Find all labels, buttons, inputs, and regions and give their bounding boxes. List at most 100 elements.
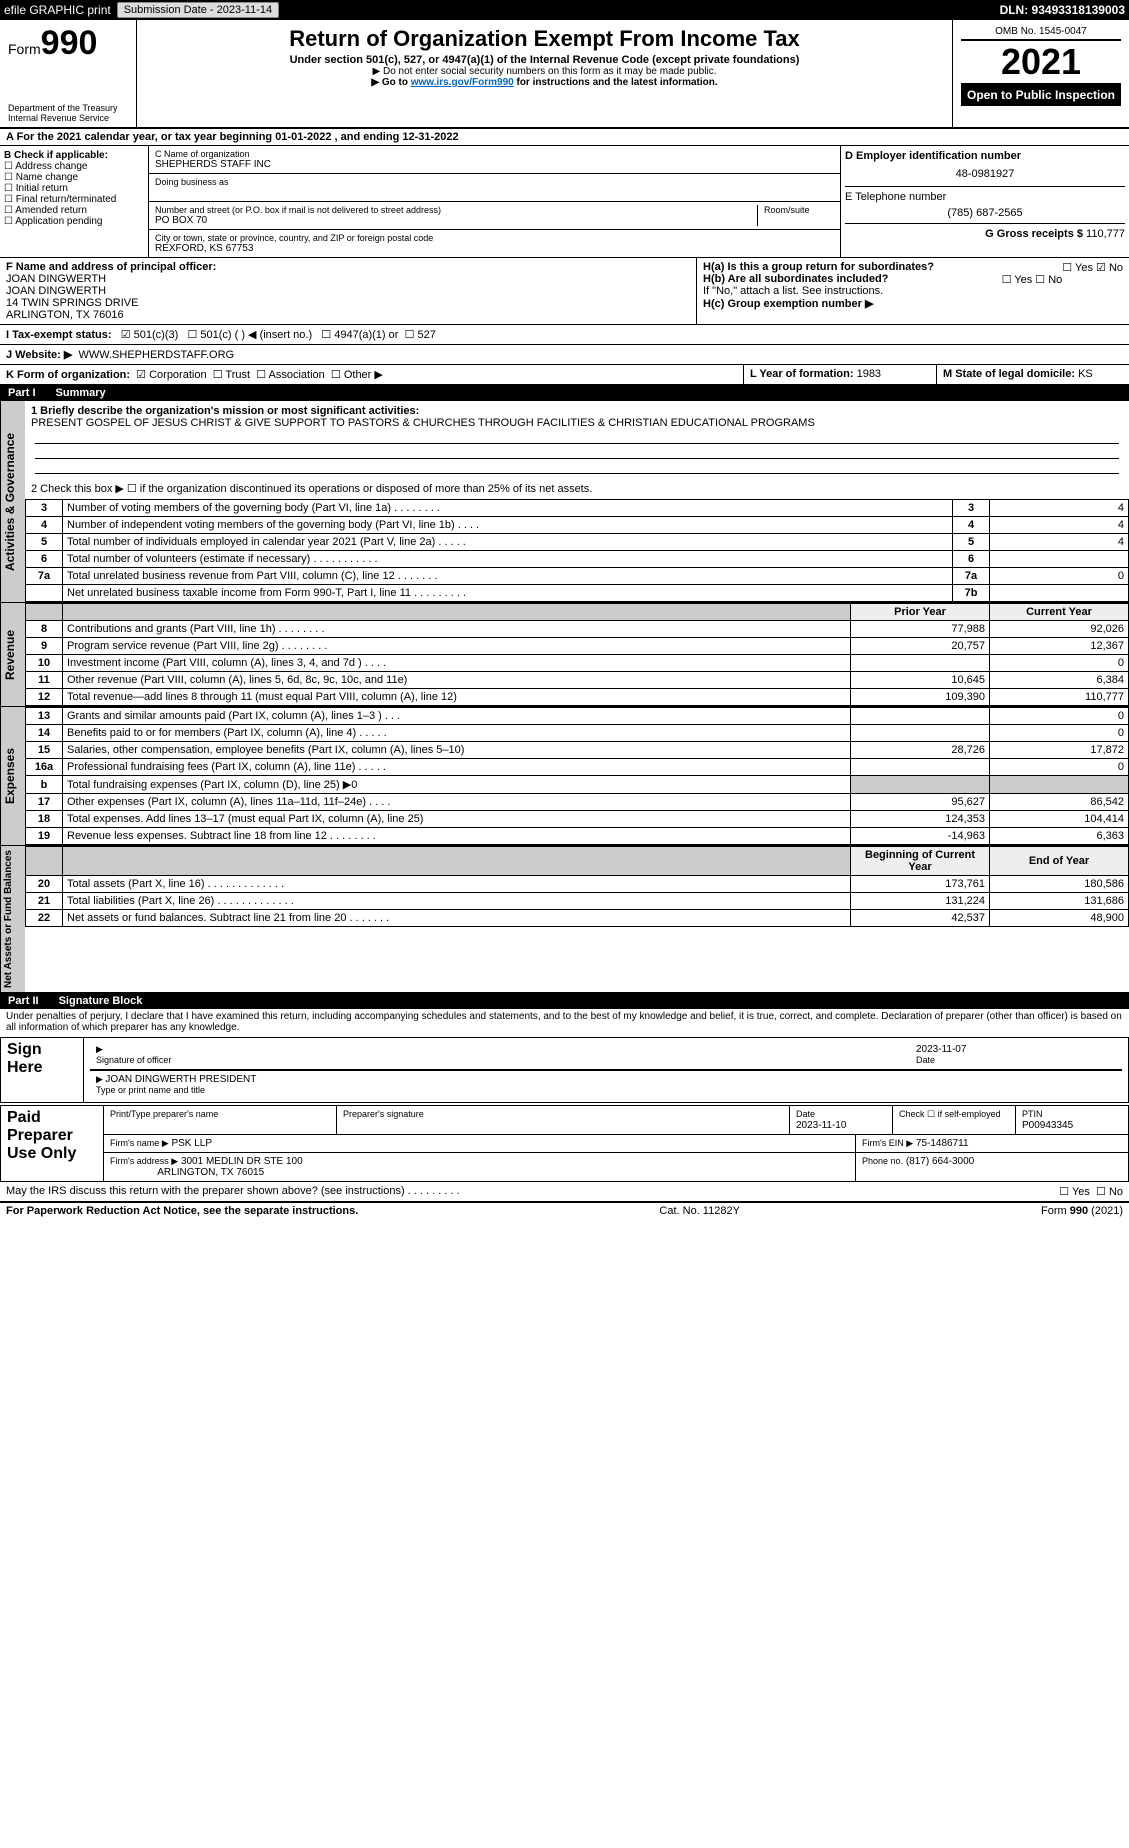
h-b-note: If "No," attach a list. See instructions… [703, 285, 1123, 297]
h-b: H(b) Are all subordinates included? Yes … [703, 273, 1123, 285]
dba-label: Doing business as [155, 177, 834, 187]
gov-section: Activities & Governance 1 Briefly descri… [0, 401, 1129, 603]
chk-trust[interactable]: Trust [213, 369, 250, 381]
chk-assoc[interactable]: Association [256, 369, 325, 381]
sign-here-block: Sign Here Signature of officer 2023-11-0… [0, 1037, 1129, 1103]
form-note-link: ▶ Go to www.irs.gov/Form990 for instruct… [145, 77, 944, 88]
mission-label: 1 Briefly describe the organization's mi… [31, 405, 1123, 417]
chk-app-pending[interactable]: Application pending [4, 216, 144, 227]
footer-mid: Cat. No. 11282Y [659, 1205, 740, 1217]
paid-preparer-block: Paid Preparer Use Only Print/Type prepar… [0, 1105, 1129, 1182]
org-city: REXFORD, KS 67753 [155, 243, 834, 254]
chk-initial-return[interactable]: Initial return [4, 183, 144, 194]
officer-name: JOAN DINGWERTH [6, 273, 690, 285]
firm-phone: (817) 664-3000 [906, 1156, 974, 1167]
state-domicile: KS [1078, 368, 1093, 380]
chk-4947[interactable]: 4947(a)(1) or [321, 329, 398, 341]
chk-other[interactable]: Other ▶ [331, 369, 383, 381]
website-value: WWW.SHEPHERDSTAFF.ORG [78, 349, 234, 361]
discuss-no[interactable]: No [1096, 1186, 1123, 1198]
officer-label: F Name and address of principal officer: [6, 261, 690, 273]
firm-addr1: 3001 MEDLIN DR STE 100 [181, 1156, 303, 1167]
box-b: B Check if applicable: Address change Na… [0, 146, 149, 257]
rev-table: Prior YearCurrent Year8Contributions and… [25, 603, 1129, 706]
form-subtitle: Under section 501(c), 527, or 4947(a)(1)… [145, 54, 944, 66]
vtab-rev: Revenue [0, 603, 25, 706]
form-title: Return of Organization Exempt From Incom… [145, 26, 944, 52]
row-a-tax-year: A For the 2021 calendar year, or tax yea… [0, 129, 1129, 146]
sig-name: JOAN DINGWERTH PRESIDENT [105, 1074, 256, 1085]
row-i: I Tax-exempt status: 501(c)(3) 501(c) ( … [0, 325, 1129, 345]
chk-amended[interactable]: Amended return [4, 205, 144, 216]
tax-year: 2021 [961, 40, 1121, 84]
mission-text: PRESENT GOSPEL OF JESUS CHRIST & GIVE SU… [31, 417, 1123, 429]
chk-address-change[interactable]: Address change [4, 161, 144, 172]
net-section: Net Assets or Fund Balances Beginning of… [0, 846, 1129, 993]
room-label: Room/suite [764, 205, 834, 215]
firm-name: PSK LLP [171, 1138, 212, 1149]
dln-label: DLN: 93493318139003 [1000, 3, 1125, 17]
dept-treasury: Department of the Treasury [8, 103, 128, 113]
footer-left: For Paperwork Reduction Act Notice, see … [6, 1205, 358, 1217]
h-c: H(c) Group exemption number ▶ [703, 297, 1123, 310]
chk-527[interactable]: 527 [405, 329, 436, 341]
part-i-header: Part ISummary [0, 385, 1129, 401]
exp-table: 13Grants and similar amounts paid (Part … [25, 707, 1129, 845]
form-header: Form990 Department of the Treasury Inter… [0, 20, 1129, 129]
part-ii-header: Part IISignature Block [0, 993, 1129, 1009]
net-table: Beginning of Current YearEnd of Year20To… [25, 846, 1129, 927]
discuss-yes[interactable]: Yes [1059, 1186, 1090, 1198]
footer: For Paperwork Reduction Act Notice, see … [0, 1202, 1129, 1219]
org-name: SHEPHERDS STAFF INC [155, 159, 834, 170]
open-to-public: Open to Public Inspection [961, 84, 1121, 106]
ha-yes[interactable]: Yes [1062, 262, 1093, 274]
vtab-exp: Expenses [0, 707, 25, 845]
omb-number: OMB No. 1545-0047 [961, 24, 1121, 40]
chk-name-change[interactable]: Name change [4, 172, 144, 183]
footer-right: Form 990 (2021) [1041, 1205, 1123, 1217]
officer-group-row: F Name and address of principal officer:… [0, 258, 1129, 325]
org-address: PO BOX 70 [155, 215, 757, 226]
discuss-row: May the IRS discuss this return with the… [0, 1182, 1129, 1202]
box-c: C Name of organization SHEPHERDS STAFF I… [149, 146, 841, 257]
ptin: P00943345 [1022, 1120, 1073, 1131]
irs-link[interactable]: www.irs.gov/Form990 [411, 77, 514, 88]
form-note-ssn: ▶ Do not enter social security numbers o… [145, 66, 944, 77]
row-k: K Form of organization: Corporation Trus… [0, 365, 1129, 385]
prep-date: 2023-11-10 [796, 1120, 846, 1131]
submission-date-btn[interactable]: Submission Date - 2023-11-14 [117, 2, 279, 18]
city-label: City or town, state or province, country… [155, 233, 834, 243]
firm-ein: 75-1486711 [916, 1138, 969, 1149]
gov-table: 3Number of voting members of the governi… [25, 499, 1129, 602]
chk-corp[interactable]: Corporation [136, 369, 206, 381]
exp-section: Expenses 13Grants and similar amounts pa… [0, 707, 1129, 846]
firm-addr2: ARLINGTON, TX 76015 [157, 1167, 264, 1178]
top-bar: efile GRAPHIC print Submission Date - 20… [0, 0, 1129, 20]
rev-section: Revenue Prior YearCurrent Year8Contribut… [0, 603, 1129, 707]
phone-value: (785) 687-2565 [845, 203, 1125, 223]
hb-no[interactable]: No [1035, 274, 1062, 286]
year-formation: 1983 [857, 368, 881, 380]
chk-final-return[interactable]: Final return/terminated [4, 194, 144, 205]
chk-501c3[interactable]: 501(c)(3) [121, 329, 179, 341]
identity-block: B Check if applicable: Address change Na… [0, 146, 1129, 258]
line-2: 2 Check this box ▶ ☐ if the organization… [25, 478, 1129, 499]
form-990-label: Form990 [8, 24, 128, 63]
h-a: H(a) Is this a group return for subordin… [703, 261, 1123, 273]
chk-501c[interactable]: 501(c) ( ) ◀ (insert no.) [187, 329, 312, 341]
gross-label: G Gross receipts $ [985, 228, 1083, 240]
sign-here-label: Sign Here [1, 1038, 84, 1102]
ha-no[interactable]: No [1096, 262, 1123, 274]
vtab-gov: Activities & Governance [0, 401, 25, 602]
dept-irs: Internal Revenue Service [8, 113, 128, 123]
ein-value: 48-0981927 [845, 162, 1125, 186]
chk-self-employed[interactable]: Check ☐ if self-employed [899, 1109, 1001, 1119]
phone-label: E Telephone number [845, 186, 1125, 203]
row-j: J Website: ▶ WWW.SHEPHERDSTAFF.ORG [0, 345, 1129, 365]
sig-date: 2023-11-07 [916, 1044, 966, 1055]
hb-yes[interactable]: Yes [1002, 274, 1033, 286]
ein-label: D Employer identification number [845, 150, 1125, 162]
org-name-label: C Name of organization [155, 149, 834, 159]
gross-value: 110,777 [1086, 228, 1125, 240]
box-d: D Employer identification number 48-0981… [841, 146, 1129, 257]
